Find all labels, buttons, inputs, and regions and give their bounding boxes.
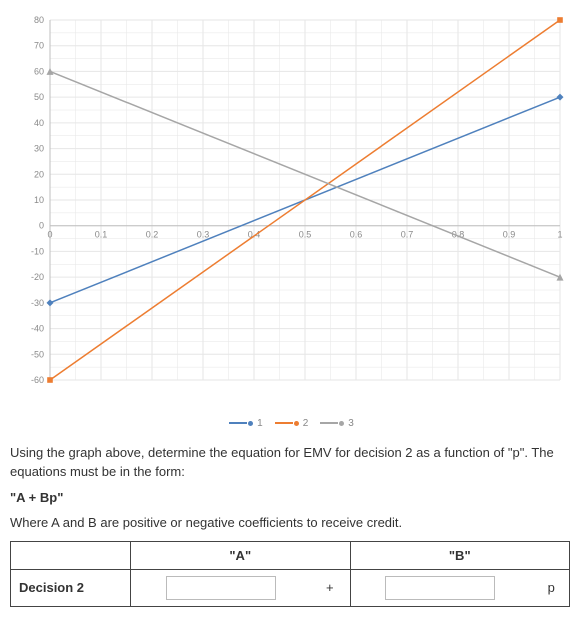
svg-text:0.5: 0.5: [299, 230, 312, 240]
svg-text:0: 0: [39, 221, 44, 231]
svg-text:0.1: 0.1: [95, 230, 108, 240]
svg-text:10: 10: [34, 195, 44, 205]
emv-chart: -60-50-40-30-20-100102030405060708000.10…: [10, 10, 570, 410]
legend-item: 1: [229, 418, 263, 429]
svg-text:80: 80: [34, 15, 44, 25]
svg-text:-20: -20: [31, 272, 44, 282]
svg-text:0.3: 0.3: [197, 230, 210, 240]
question-text-2: Where A and B are positive or negative c…: [10, 513, 573, 533]
svg-text:0: 0: [47, 230, 52, 240]
svg-text:-30: -30: [31, 298, 44, 308]
svg-text:-50: -50: [31, 349, 44, 359]
svg-text:0.6: 0.6: [350, 230, 363, 240]
input-coef-b[interactable]: [385, 576, 495, 600]
legend-item: 2: [275, 418, 309, 429]
svg-text:50: 50: [34, 92, 44, 102]
svg-text:70: 70: [34, 41, 44, 51]
svg-text:20: 20: [34, 169, 44, 179]
svg-text:-60: -60: [31, 375, 44, 385]
input-coef-a[interactable]: [166, 576, 276, 600]
col-header-blank: [11, 541, 131, 569]
equation-form: "A + Bp": [10, 488, 573, 508]
chart-legend: 1 23: [10, 416, 573, 429]
legend-item: 3: [320, 418, 354, 429]
plus-sign: +: [310, 569, 350, 606]
svg-text:0.2: 0.2: [146, 230, 159, 240]
p-suffix: p: [544, 580, 555, 595]
answer-table: "A" "B" Decision 2 + p: [10, 541, 570, 607]
svg-text:-40: -40: [31, 324, 44, 334]
svg-text:40: 40: [34, 118, 44, 128]
col-header-b: "B": [350, 541, 570, 569]
svg-text:-10: -10: [31, 246, 44, 256]
svg-text:0.9: 0.9: [503, 230, 516, 240]
svg-text:0.7: 0.7: [401, 230, 414, 240]
row-label-decision2: Decision 2: [11, 569, 131, 606]
svg-text:1: 1: [557, 230, 562, 240]
question-text-1: Using the graph above, determine the equ…: [10, 443, 573, 482]
col-header-a: "A": [131, 541, 351, 569]
svg-text:60: 60: [34, 66, 44, 76]
svg-text:30: 30: [34, 144, 44, 154]
